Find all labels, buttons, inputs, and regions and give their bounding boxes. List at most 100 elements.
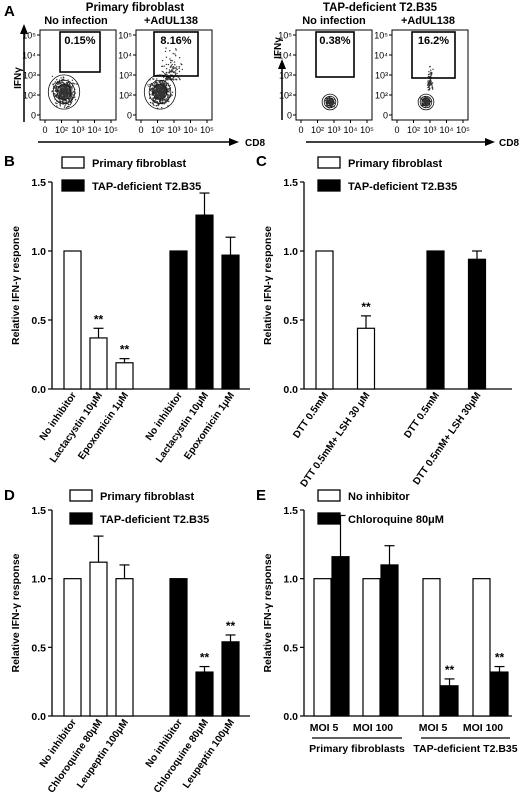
flow-event-dot (178, 70, 181, 73)
flow-event-dot (158, 80, 160, 83)
flow-event-dot (158, 96, 160, 98)
flow-y-tick-label: 10³ (119, 71, 132, 81)
flow-event-dot (159, 92, 162, 95)
flow-event-dot (71, 79, 74, 82)
flow-event-dot (428, 88, 431, 91)
flow-event-dot (173, 77, 175, 79)
flow-y-axis-label-2: IFNγ (273, 37, 284, 59)
bar (195, 214, 214, 390)
x-tick-label: MOI 100 (353, 722, 393, 734)
flow-gate-percent: 8.16% (160, 35, 191, 47)
bar (426, 250, 445, 390)
flow-event-dot (168, 94, 170, 97)
flow-event-dot (148, 85, 150, 88)
flow-event-dot (431, 72, 433, 75)
significance-label: ** (445, 663, 455, 677)
chart-d: 0.0 0.5 1.0 1.5 Relative IFN-γ response Prima… (10, 489, 250, 795)
legend-label: Primary fibroblast (348, 158, 442, 170)
flow-gate (59, 31, 101, 73)
y-tick-label: 1.0 (283, 574, 298, 586)
flow-contour (148, 79, 172, 105)
flow-x-tick-label: 10² (407, 125, 420, 135)
flow-event-dot (176, 66, 178, 68)
flow-y-tick-label: 10⁵ (278, 31, 292, 41)
flow-event-dot (427, 75, 430, 78)
flow-event-dot (63, 106, 66, 108)
flow-event-dot (161, 89, 164, 91)
flow-event-dot (152, 97, 155, 99)
flow-event-dot (59, 94, 61, 97)
y-axis-title: Relative IFN-γ response (10, 226, 22, 345)
flow-event-dot (178, 66, 180, 68)
flow-event-dot (161, 94, 163, 96)
bar (115, 578, 134, 717)
flow-plot-frame (295, 29, 373, 121)
flow-event-dot (179, 78, 181, 81)
flow-event-dot (61, 88, 63, 91)
flow-event-dot (159, 94, 162, 96)
flow-event-dot (74, 99, 77, 101)
flow-y-tick-label: 0 (287, 111, 292, 121)
flow-event-dot (427, 80, 429, 82)
legend-label: TAP-deficient T2.B35 (348, 181, 457, 193)
flow-event-dot (428, 71, 430, 73)
flow-contour (143, 74, 177, 110)
y-axis-title: Relative IFN-γ response (10, 553, 22, 672)
flow-event-dot (170, 59, 172, 62)
flow-x-tick-label: 0 (138, 125, 143, 135)
flow-event-dot (59, 105, 62, 107)
significance-label: ** (200, 651, 210, 665)
bar (195, 671, 214, 717)
flow-event-dot (426, 102, 428, 104)
y-axis-title: Relative IFN-γ response (262, 226, 274, 345)
flow-contour (52, 79, 76, 105)
flow-event-dot (67, 105, 69, 108)
flow-event-dot (159, 87, 161, 90)
flow-event-dot (155, 90, 157, 92)
flow-event-dot (155, 83, 157, 85)
flow-event-dot (152, 103, 154, 106)
flow-event-dot (63, 101, 65, 103)
flow-plot-label-2: +AdUL138 (144, 15, 198, 27)
flow-event-dot (66, 106, 68, 109)
chart-e: 0.0 0.5 1.0 1.5 Relative IFN-γ response No in… (262, 489, 518, 755)
flow-event-dot (175, 55, 177, 57)
flow-contour (421, 97, 431, 107)
flow-event-dot (171, 60, 173, 62)
bar (63, 250, 82, 390)
flow-contour (321, 93, 339, 111)
bar (472, 578, 491, 717)
flow-event-dot (65, 93, 67, 96)
flow-event-dot (60, 94, 62, 97)
flow-event-dot (429, 84, 431, 87)
bar (331, 556, 350, 717)
panel-label-b: B (4, 153, 15, 170)
chart-c: 0.0 0.5 1.0 1.5 Relative IFN-γ response Prima… (262, 156, 512, 489)
flow-y-tick-label: 10³ (23, 71, 36, 81)
flow-x-tick-label: 10⁴ (88, 125, 102, 135)
flow-event-dot (155, 99, 157, 101)
flow-group-title-2: TAP-deficient T2.B35 (323, 2, 438, 14)
flow-event-dot (168, 91, 170, 93)
flow-event-dot (156, 81, 158, 84)
flow-event-dot (65, 96, 67, 98)
flow-event-dot (167, 63, 170, 66)
flow-event-dot (175, 48, 177, 50)
flow-event-dot (327, 99, 329, 102)
flow-event-dot (165, 47, 167, 49)
flow-event-dot (165, 92, 167, 94)
bar (362, 578, 381, 717)
flow-event-dot (58, 79, 61, 81)
flow-event-dot (65, 89, 67, 92)
flow-event-dot (59, 93, 61, 96)
flow-event-dot (54, 81, 57, 83)
bar (169, 250, 188, 390)
flow-x-tick-label: 0 (298, 125, 303, 135)
flow-y-tick-label: 0 (31, 111, 36, 121)
flow-event-dot (74, 96, 76, 99)
flow-event-dot (66, 81, 68, 84)
flow-event-dot (428, 99, 430, 101)
flow-event-dot (427, 103, 430, 105)
